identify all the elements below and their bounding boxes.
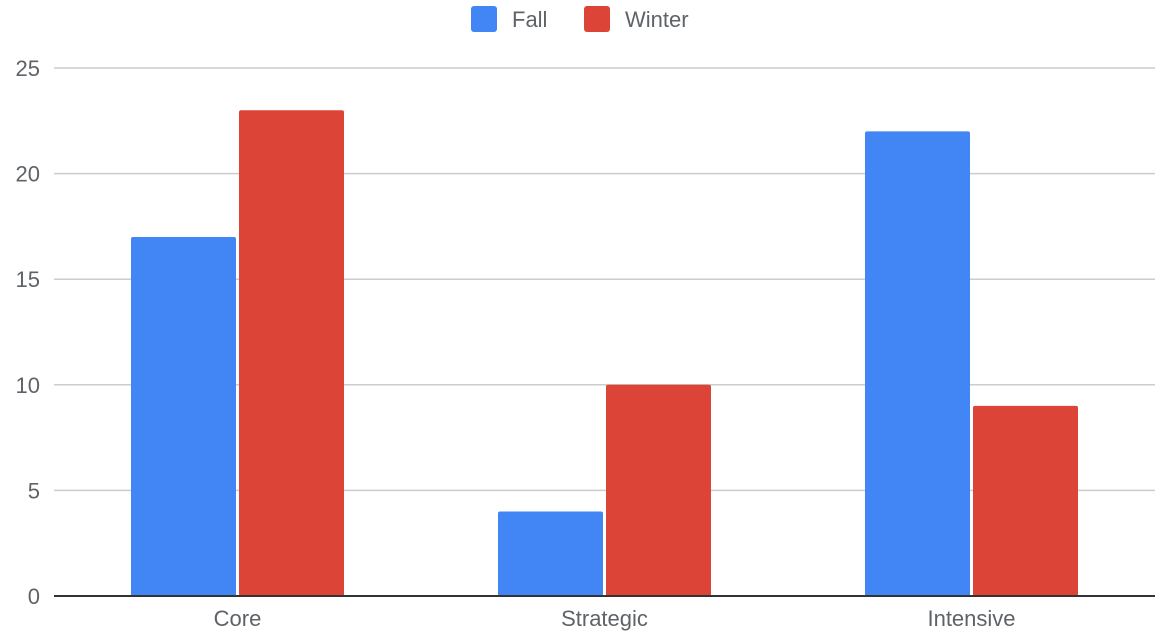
bar-intensive-winter[interactable] [973, 405, 1078, 596]
y-axis-ticks: 0 5 10 15 20 25 [16, 56, 40, 609]
bar-strategic-fall[interactable] [498, 511, 603, 596]
y-tick-label: 25 [16, 56, 40, 81]
y-tick-label: 10 [16, 373, 40, 398]
y-tick-label: 0 [28, 584, 40, 609]
legend-item-fall[interactable]: Fall [471, 6, 547, 32]
x-tick-label: Intensive [927, 606, 1015, 631]
legend-swatch [471, 6, 497, 32]
bar-strategic-winter[interactable] [606, 384, 711, 596]
x-tick-label: Strategic [561, 606, 648, 631]
bar-core-winter[interactable] [239, 110, 344, 597]
legend-swatch [584, 6, 610, 32]
legend-label: Fall [512, 7, 547, 32]
bars [131, 110, 1078, 597]
legend-item-winter[interactable]: Winter [584, 6, 689, 32]
x-axis-labels: Core Strategic Intensive [214, 606, 1016, 631]
bar-intensive-fall[interactable] [865, 131, 970, 597]
legend-label: Winter [625, 7, 689, 32]
y-tick-label: 20 [16, 162, 40, 187]
x-tick-label: Core [214, 606, 262, 631]
y-tick-label: 15 [16, 267, 40, 292]
y-tick-label: 5 [28, 478, 40, 503]
bar-core-fall[interactable] [131, 236, 236, 596]
gridlines [54, 67, 1155, 492]
legend[interactable]: Fall Winter [471, 6, 689, 32]
